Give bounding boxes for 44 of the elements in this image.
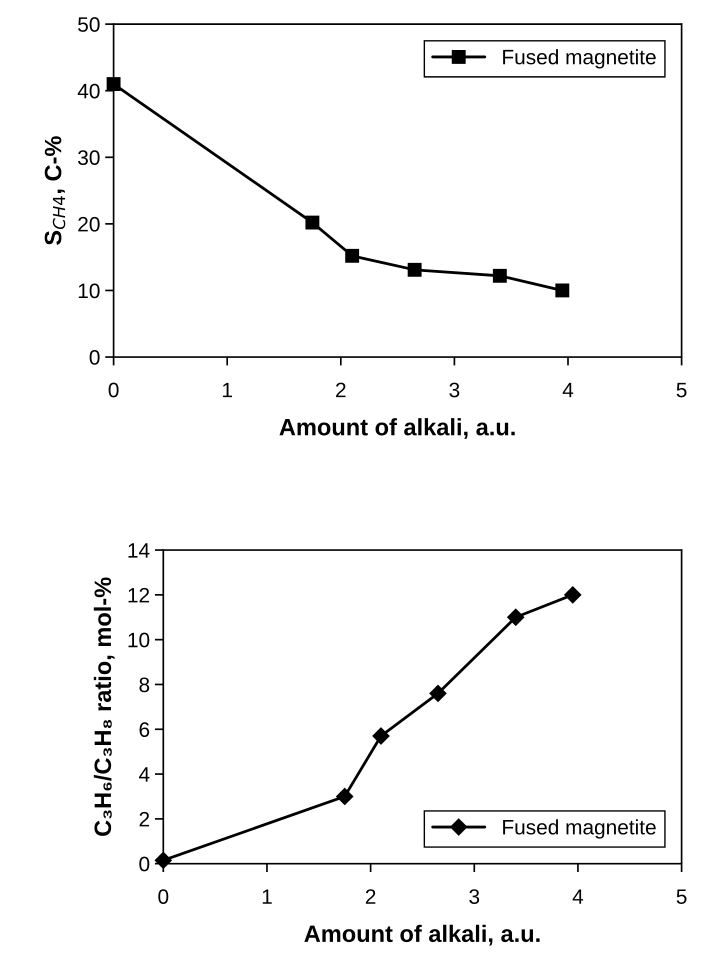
point: [507, 608, 524, 626]
x-tick-label: 5: [676, 889, 687, 904]
legend-label: Fused magnetite: [503, 49, 656, 69]
y-tick-label: 20: [78, 216, 100, 232]
y-tick-label: 10: [78, 283, 100, 298]
y-tick-label: 50: [78, 17, 100, 32]
y-axis-title: C₃H₆/C₃H₈ ratio, mol-%: [94, 577, 115, 836]
y-tick-label: 2: [140, 812, 150, 826]
x-tick-label: 3: [449, 382, 460, 398]
point: [154, 852, 172, 869]
point: [492, 268, 507, 283]
y-tick-label: 6: [140, 722, 150, 738]
y-axis-title: S$_{CH4}$, C-%: [44, 136, 66, 246]
y-tick-label: 14: [128, 543, 150, 558]
x-tick-label: 2: [336, 382, 346, 398]
x-tick-label: 4: [572, 889, 584, 904]
point: [345, 248, 360, 263]
x-tick-label: 4: [562, 382, 574, 398]
x-tick-label: 1: [222, 382, 232, 398]
point: [106, 77, 121, 91]
y-tick-label: 0: [139, 856, 150, 872]
y-tick-label: 8: [139, 677, 150, 692]
point: [305, 216, 320, 230]
x-tick-label: 5: [676, 382, 687, 398]
point: [564, 586, 582, 604]
y-tick-label: 10: [128, 632, 150, 648]
point: [408, 262, 422, 277]
y-tick-label: 12: [128, 588, 150, 602]
y-tick-label: 0: [90, 350, 100, 365]
x-axis-title: Amount of alkali, a.u.: [279, 418, 515, 439]
x-axis-title: Amount of alkali, a.u.: [304, 924, 540, 946]
point: [429, 684, 447, 702]
point: [372, 727, 390, 745]
point: [555, 284, 570, 298]
x-tick-label: 1: [262, 889, 272, 904]
x-tick-label: 2: [366, 889, 376, 904]
y-tick-label: 40: [78, 84, 100, 98]
x-tick-label: 0: [108, 382, 119, 398]
x-tick-label: 0: [158, 889, 168, 904]
y-tick-label: 4: [139, 767, 150, 782]
legend-label: Fused magnetite: [503, 819, 656, 839]
y-tick-label: 30: [78, 150, 100, 166]
x-tick-label: 3: [469, 889, 480, 904]
point: [336, 788, 354, 806]
